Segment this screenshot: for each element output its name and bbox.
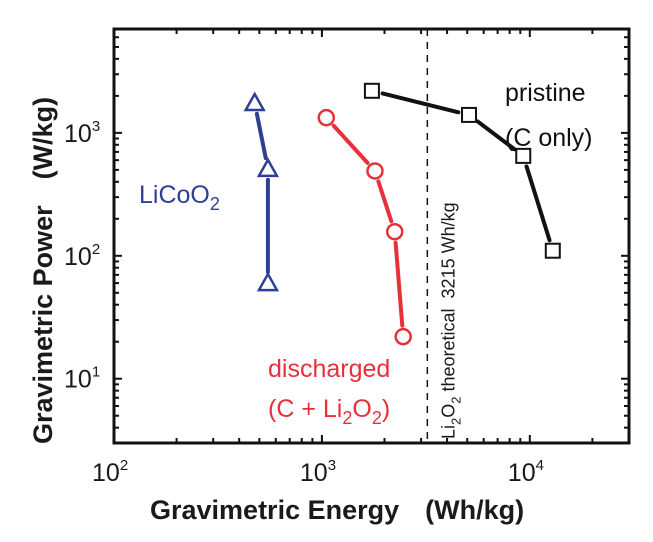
y-tick-label-base: 10 (64, 120, 92, 148)
data-point-square (363, 82, 380, 99)
y-tick-label-exp: 1 (92, 364, 100, 381)
y-axis-title-unit: (W/kg) (28, 97, 58, 179)
data-point-circle (317, 108, 336, 127)
discharged-l2-sub1: 2 (342, 408, 352, 428)
y-axis-title-text: Gravimetric Power (28, 205, 58, 444)
x-tick-label-exp: 3 (328, 457, 336, 474)
licoo2-label-main: LiCoO (139, 181, 210, 209)
series-segment (254, 111, 268, 161)
discharged-l2-sub2: 2 (372, 408, 382, 428)
series-square (363, 82, 561, 259)
ref-label-o: O (438, 404, 458, 418)
data-point-circle (385, 222, 404, 241)
x-tick-label: 102 (92, 457, 128, 487)
y-tick-label: 102 (64, 241, 100, 271)
reference-line-label: Li2O2 theoretical 3215 Wh/kg (438, 202, 463, 439)
y-tick-label: 103 (64, 118, 100, 148)
x-tick-label-base: 10 (300, 459, 328, 487)
x-axis-title-unit: (Wh/kg) (425, 495, 524, 525)
y-tick-label-exp: 2 (92, 241, 100, 258)
ref-label-li: Li (438, 425, 458, 439)
series-triangle (243, 91, 280, 292)
y-tick-label: 101 (64, 364, 100, 394)
y-tick-label-exp: 3 (92, 118, 100, 135)
data-point-circle (394, 327, 412, 346)
series-circle (317, 108, 412, 346)
y-tick-label-base: 10 (64, 366, 92, 394)
data-point-triangle (256, 271, 280, 292)
discharged-label-line2: (C + Li2O2) (268, 395, 390, 428)
x-axis-title: Gravimetric Energy (Wh/kg) (150, 495, 524, 525)
licoo2-label-sub: 2 (210, 194, 220, 214)
series-segment (376, 179, 394, 224)
discharged-label-line1: discharged (268, 355, 390, 383)
x-axis-title-text: Gravimetric Energy (150, 495, 399, 525)
data-point-circle (366, 162, 384, 180)
data-point-square (515, 147, 532, 164)
data-point-triangle (256, 157, 280, 178)
pristine-label-line1: pristine (505, 79, 586, 107)
discharged-l2-a: (C + Li (268, 395, 342, 423)
x-tick-label: 103 (300, 457, 336, 487)
ref-label-sub2: 2 (448, 397, 463, 404)
data-point-square (461, 106, 478, 123)
x-tick-label: 104 (508, 457, 544, 487)
plot-frame (112, 27, 631, 445)
discharged-l2-close: ) (382, 395, 390, 423)
x-tick-label-base: 10 (92, 459, 120, 487)
x-tick-label-exp: 2 (120, 457, 128, 474)
pristine-label-line2: (C only) (505, 124, 593, 152)
series-segment (380, 91, 461, 115)
discharged-l2-o: O (352, 395, 371, 423)
data-point-triangle (243, 91, 266, 112)
y-axis-title: Gravimetric Power (W/kg) (28, 97, 58, 444)
series-segment (331, 123, 370, 165)
data-point-square (544, 242, 561, 259)
ref-label-rest: theoretical 3215 Wh/kg (438, 202, 458, 396)
series-segment (475, 119, 517, 152)
y-tick-label-base: 10 (64, 243, 92, 271)
ref-label-sub1: 2 (448, 418, 463, 425)
series-segment (393, 240, 405, 328)
x-tick-label-exp: 4 (536, 457, 544, 474)
x-tick-label-base: 10 (508, 459, 536, 487)
licoo2-label: LiCoO2 (139, 181, 220, 214)
series-segment (524, 164, 552, 243)
